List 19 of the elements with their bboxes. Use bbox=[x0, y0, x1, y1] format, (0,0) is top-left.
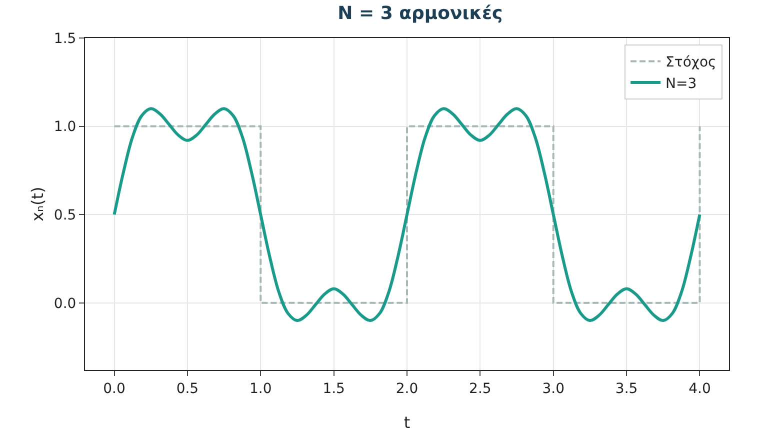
line-series bbox=[112, 107, 702, 322]
x-tick-label: 2.0 bbox=[396, 380, 418, 397]
x-tick-label: 1.5 bbox=[322, 380, 345, 397]
legend-label: Στόχος bbox=[666, 54, 716, 71]
x-axis-title: t bbox=[404, 413, 410, 432]
x-tick-label: 1.0 bbox=[250, 380, 272, 397]
legend-label: N=3 bbox=[666, 76, 697, 92]
y-tick-label: 1.0 bbox=[54, 119, 76, 136]
x-tick-label: 3.5 bbox=[615, 380, 638, 397]
x-tick-label: 2.5 bbox=[469, 380, 492, 397]
x-tick-label: 3.0 bbox=[542, 380, 564, 397]
x-tick-label: 4.0 bbox=[688, 380, 711, 397]
y-tick-label: 0.5 bbox=[54, 208, 76, 224]
y-axis-title: xₙ(t) bbox=[28, 186, 47, 222]
x-tick-label: 0.5 bbox=[176, 380, 199, 397]
x-tick-label: 0.0 bbox=[103, 380, 126, 397]
chart-title: N = 3 αρμονικές bbox=[338, 3, 503, 24]
y-tick-label: 1.5 bbox=[54, 30, 76, 47]
y-tick-label: 0.0 bbox=[54, 296, 76, 312]
